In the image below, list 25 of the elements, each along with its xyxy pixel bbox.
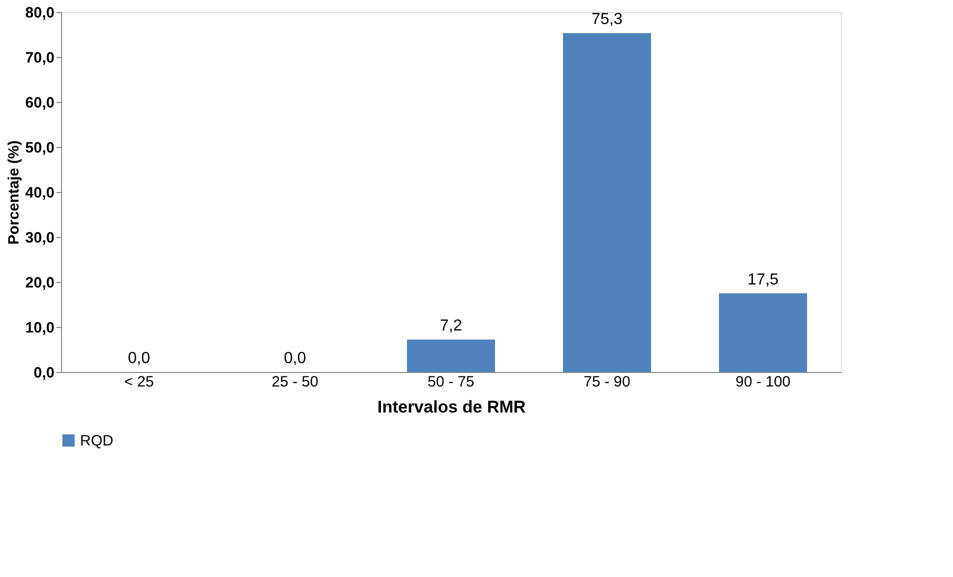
x-axis-title: Intervalos de RMR: [377, 398, 526, 416]
bar: [563, 33, 651, 372]
data-label: 75,3: [591, 11, 623, 28]
bar: [407, 340, 495, 372]
data-label: 0,0: [284, 350, 306, 367]
x-tick-label: 75 - 90: [584, 374, 630, 390]
legend-label: RQD: [80, 432, 114, 450]
y-tick-label: 80,0: [25, 4, 54, 22]
x-tick-label: 25 - 50: [272, 374, 318, 390]
y-tick-label: 60,0: [25, 94, 54, 112]
data-label: 7,2: [440, 318, 462, 335]
data-label: 0,0: [128, 350, 150, 367]
y-tick-label: 50,0: [25, 140, 54, 156]
bar: [719, 293, 807, 372]
x-tick-label: 90 - 100: [735, 374, 791, 390]
y-axis-title: Porcentaje (%): [5, 140, 22, 245]
data-label: 17,5: [747, 271, 779, 288]
x-tick-label: 50 - 75: [428, 374, 474, 390]
y-tick-label: 10,0: [25, 320, 54, 336]
y-tick-label: 20,0: [25, 274, 54, 292]
y-tick-label: 40,0: [25, 184, 54, 202]
x-tick-label: < 25: [124, 374, 154, 390]
y-tick-label: 30,0: [25, 230, 54, 246]
y-tick-label: 70,0: [25, 50, 54, 66]
y-tick-label: 0,0: [34, 364, 54, 382]
